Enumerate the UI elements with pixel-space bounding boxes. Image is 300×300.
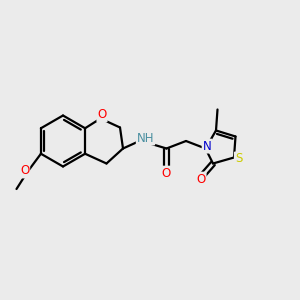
Text: NH: NH [137, 131, 154, 145]
Text: O: O [20, 164, 29, 178]
Text: O: O [196, 172, 206, 186]
Text: O: O [98, 108, 106, 122]
Text: O: O [162, 167, 171, 180]
Text: N: N [202, 140, 211, 153]
Text: S: S [235, 152, 242, 166]
